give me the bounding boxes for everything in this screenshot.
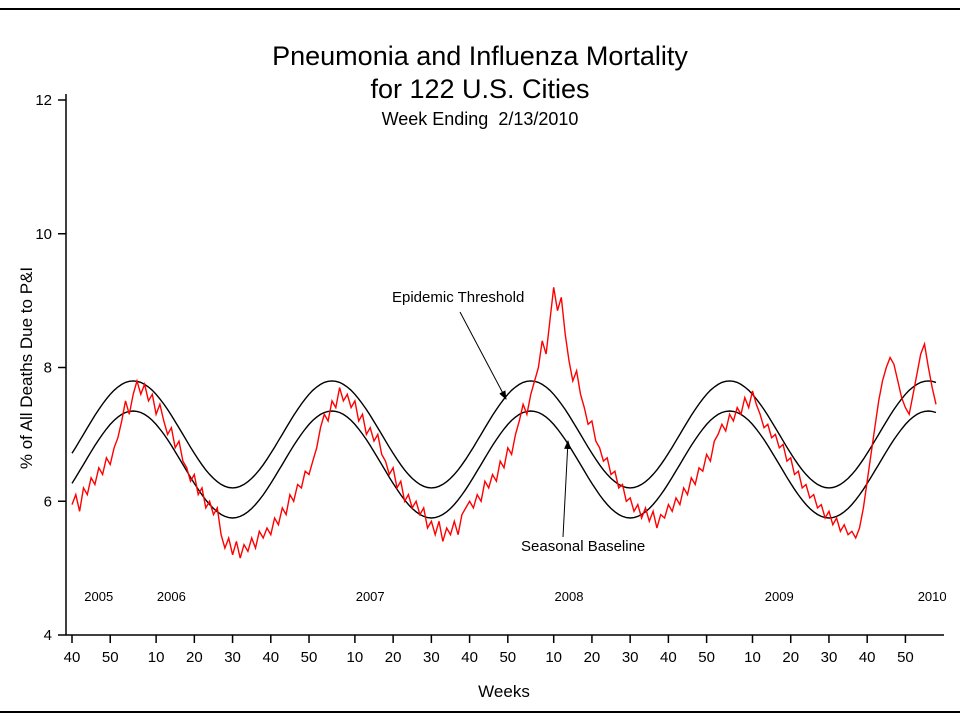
x-tick-label: 50 [301,649,318,666]
y-tick-label: 8 [44,360,52,377]
year-label: 2010 [918,589,947,604]
epidemic-threshold-curve [71,380,937,489]
x-tick-label: 20 [782,649,799,666]
annotation-arrow [562,440,572,538]
year-label: 2005 [84,589,113,604]
x-tick-label: 40 [64,649,81,666]
x-tick-label: 50 [698,649,715,666]
x-tick-label: 20 [385,649,402,666]
x-tick-label: 10 [347,649,364,666]
x-tick-label: 30 [423,649,440,666]
x-tick-label: 10 [148,649,165,666]
year-label: 2008 [555,589,584,604]
x-tick-label: 30 [622,649,639,666]
x-tick-label: 40 [262,649,279,666]
x-tick-label: 40 [461,649,478,666]
annotation-label: Seasonal Baseline [521,538,645,555]
y-tick-label: 12 [35,92,52,109]
bottom-rule [0,711,960,713]
chart-title-line2: for 122 U.S. Cities [370,73,590,104]
y-tick-label: 4 [44,627,52,644]
x-tick-label: 20 [186,649,203,666]
x-tick-label: 10 [744,649,761,666]
top-rule [0,8,960,10]
chart-title-line1: Pneumonia and Influenza Mortality [272,41,688,71]
chart-subtitle: Week Ending 2/13/2010 [381,108,579,129]
x-axis-label: Weeks [478,682,530,701]
title-block: Pneumonia and Influenza Mortality for 12… [0,40,960,131]
annotation-label: Epidemic Threshold [392,289,524,306]
year-label: 2009 [765,589,794,604]
x-tick-label: 10 [545,649,562,666]
y-tick-label: 6 [44,493,52,510]
annotation-arrow [459,311,507,400]
observed-series-line [71,287,937,559]
x-tick-label: 40 [859,649,876,666]
x-tick-label: 50 [499,649,516,666]
y-tick-label: 10 [35,226,52,243]
x-tick-label: 20 [584,649,601,666]
x-tick-label: 50 [102,649,119,666]
x-tick-label: 30 [224,649,241,666]
year-label: 2007 [356,589,385,604]
x-tick-label: 50 [897,649,914,666]
x-tick-label: 40 [660,649,677,666]
year-label: 2006 [157,589,186,604]
x-tick-label: 30 [821,649,838,666]
